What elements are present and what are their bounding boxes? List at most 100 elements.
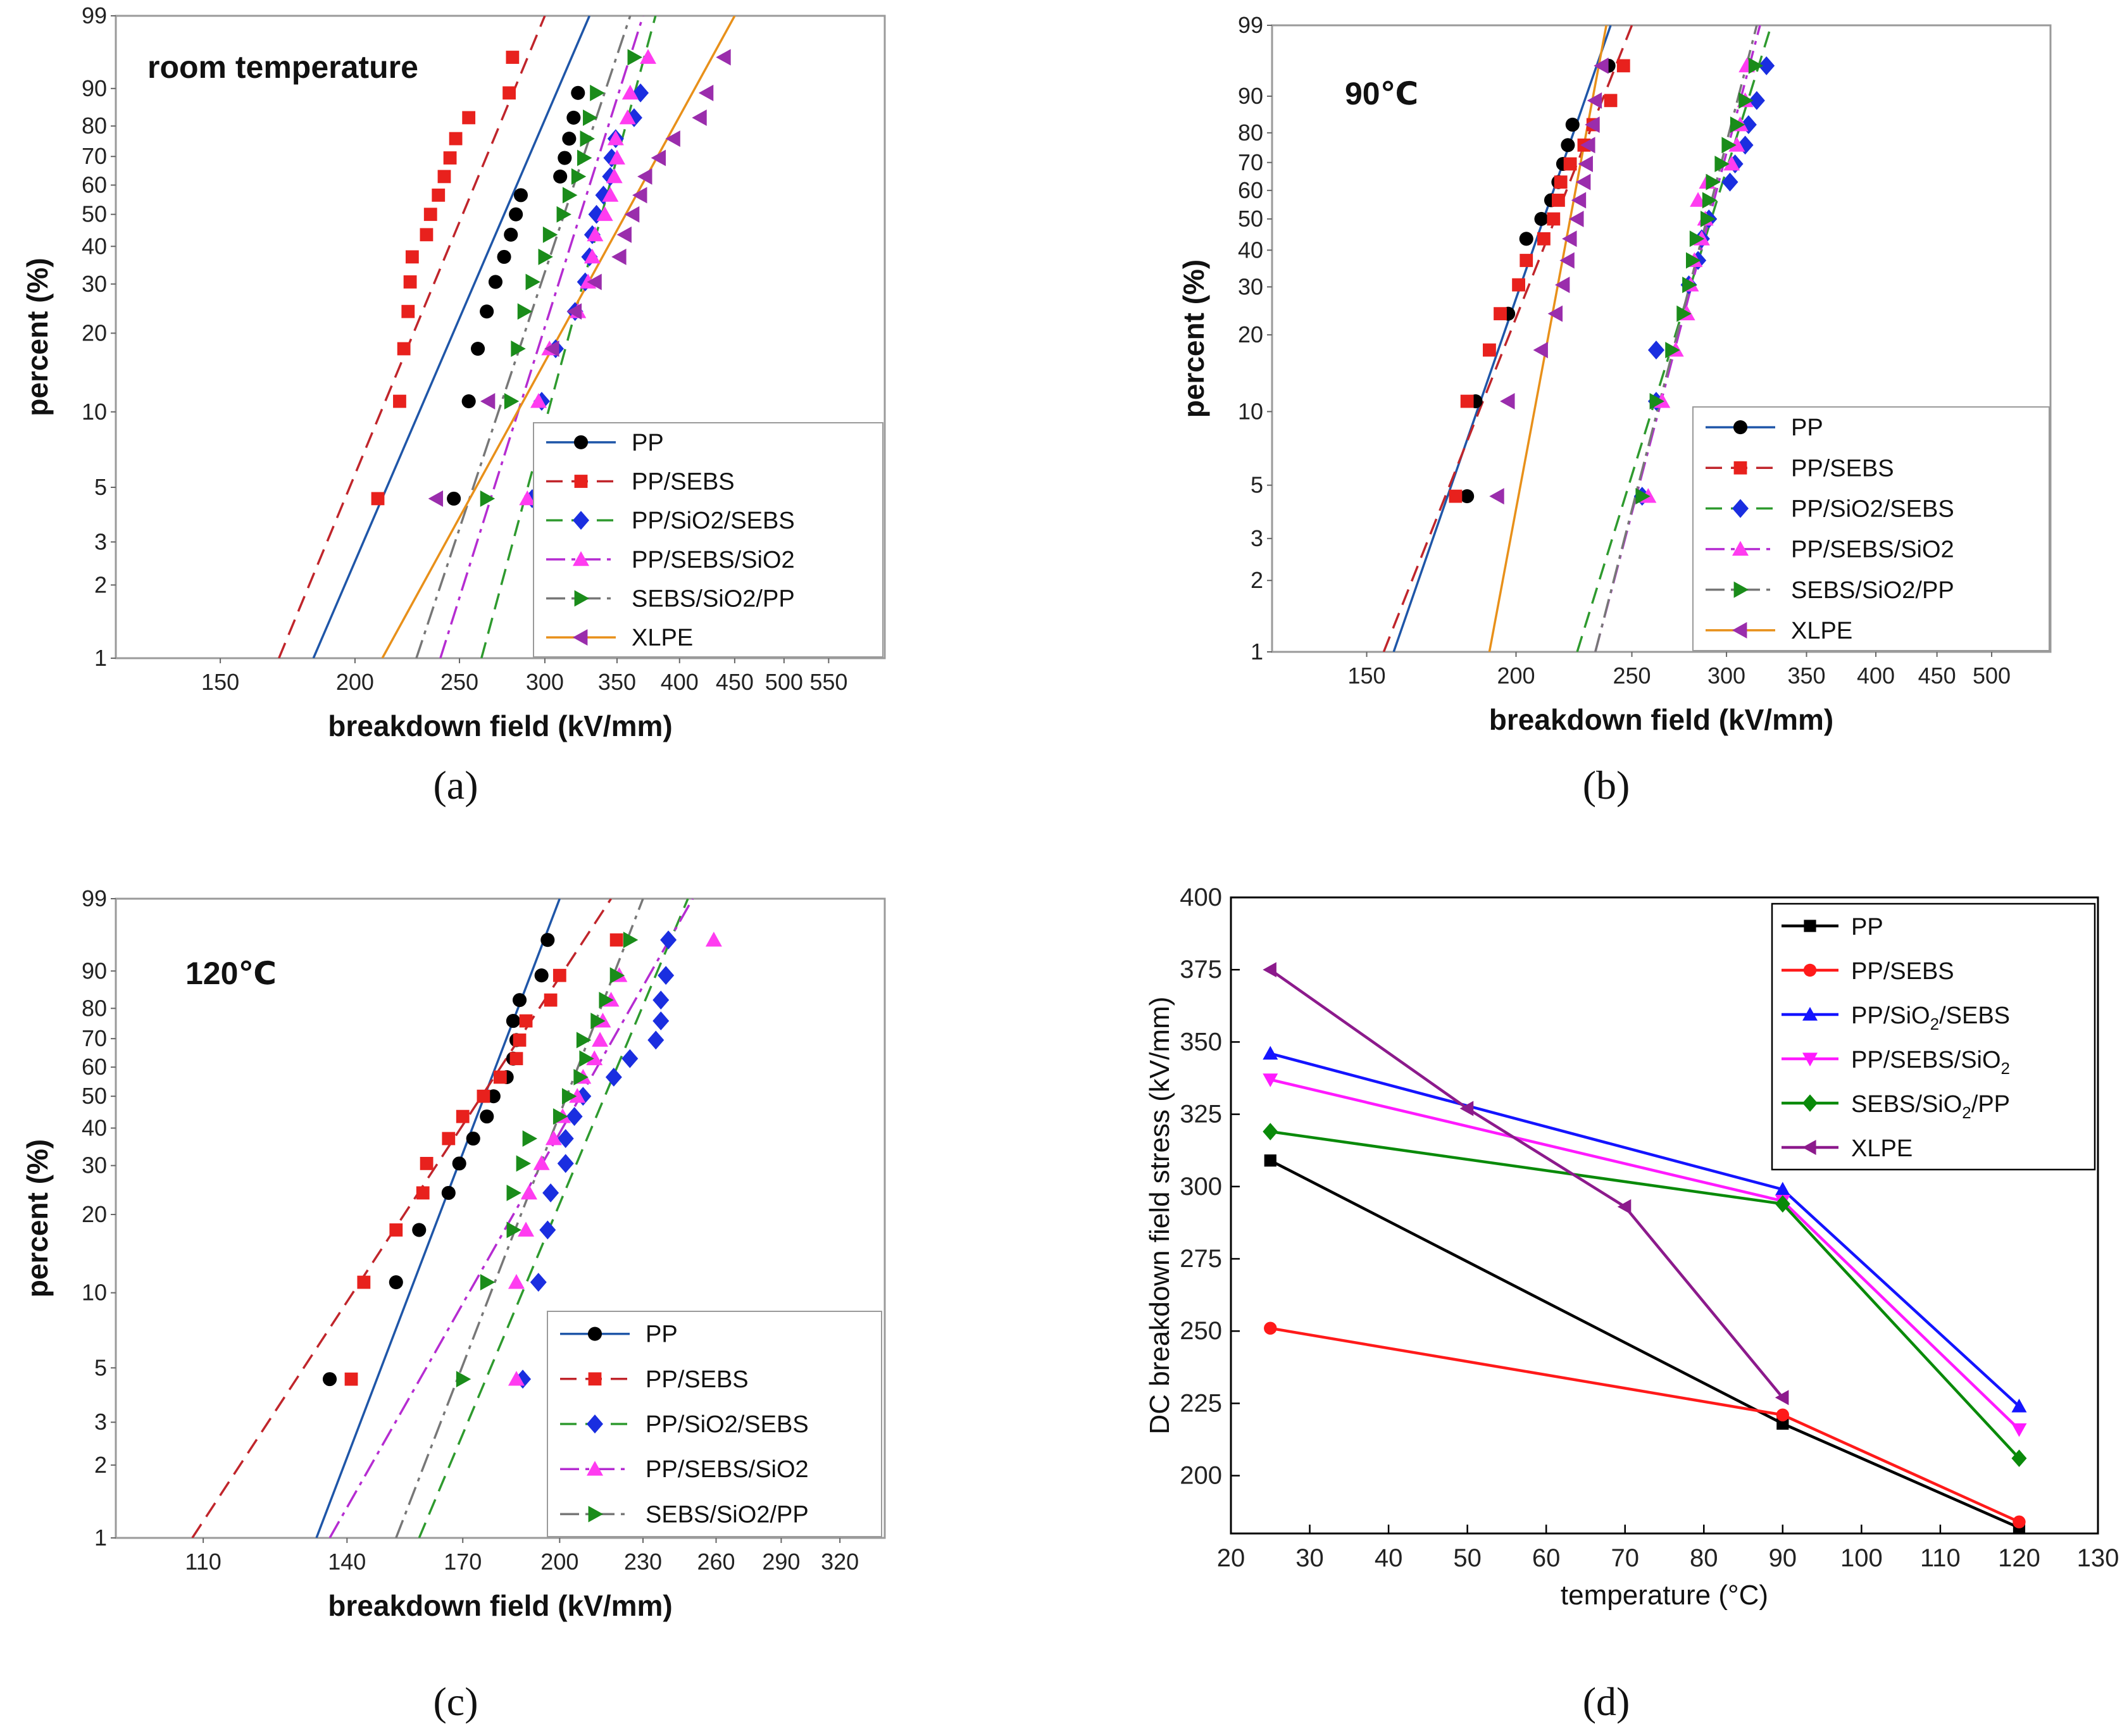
data-point (544, 993, 558, 1007)
y-axis-title: percent (%) (21, 258, 54, 416)
y-tick-label: 90 (82, 75, 107, 101)
x-tick-label: 250 (440, 669, 478, 695)
data-point (405, 250, 419, 264)
legend-label: XLPE (1851, 1135, 1913, 1162)
data-point (587, 226, 604, 242)
y-tick-label: 20 (1238, 322, 1263, 347)
data-point (1776, 1408, 1790, 1421)
y-tick-label: 50 (82, 1083, 107, 1109)
data-point (1264, 1154, 1276, 1167)
data-point (1519, 232, 1533, 246)
x-tick-label: 320 (821, 1549, 859, 1575)
y-tick-label: 70 (1238, 149, 1263, 175)
x-tick-label: 290 (762, 1549, 800, 1575)
data-point (437, 170, 451, 184)
legend-label: PP/SiO2/SEBS (646, 1411, 809, 1438)
data-point (561, 1088, 577, 1105)
legend-box (1771, 902, 2096, 1171)
legend-label: PP (1851, 914, 1883, 940)
x-tick-label: 500 (765, 669, 803, 695)
data-point (488, 275, 503, 289)
data-point (584, 248, 601, 264)
legend-item-xlpe: XLPE (1706, 618, 1852, 644)
data-point (449, 132, 463, 146)
data-point (566, 1107, 583, 1127)
legend-item-pp-sio2-sebs: PP/SiO2/SEBS (546, 508, 795, 534)
data-point (530, 393, 547, 408)
data-point (461, 394, 476, 409)
subfigure-label-b: (b) (1583, 763, 1630, 808)
legend-box (1692, 406, 2050, 651)
legend-label: SEBS/SiO2/PP (632, 586, 795, 613)
legend-label: PP/SEBS/SiO2 (1791, 537, 1954, 563)
data-point (508, 1274, 525, 1289)
x-tick-label: 450 (716, 669, 754, 695)
data-point (1554, 175, 1568, 189)
x-tick-label: 200 (540, 1549, 578, 1575)
data-point (516, 1155, 532, 1172)
data-point (571, 168, 587, 185)
fit-line-pp (312, 16, 591, 658)
legend-label-subscript: 2 (1962, 1103, 1971, 1122)
data-point (586, 1050, 603, 1066)
legend-item-pp-sebs: PP/SEBS (1782, 958, 1954, 985)
data-point (665, 130, 680, 147)
legend-box (533, 422, 883, 658)
legend-marker (587, 1414, 603, 1433)
data-point (1559, 252, 1575, 269)
y-tick-label: 30 (1238, 273, 1263, 299)
legend-label-subscript: 2 (1930, 1015, 1939, 1033)
data-point (1647, 340, 1664, 360)
data-point (542, 226, 558, 243)
data-point (432, 188, 446, 202)
data-point (647, 1030, 665, 1050)
legend-item-pp: PP (560, 1321, 678, 1348)
y-tick-label: 2 (1251, 567, 1263, 593)
data-point (1459, 1101, 1474, 1116)
weibull-plot-120c: 1 2 3 5 10 20 30 40 50 60 70 80 90 99 110 140 170 200 230 2… (21, 885, 886, 1622)
data-point (393, 394, 406, 408)
data-point (1604, 94, 1618, 108)
data-point (506, 51, 520, 64)
legend-marker (1804, 920, 1816, 932)
y-tick-label: 375 (1180, 956, 1222, 984)
data-point (606, 168, 623, 184)
legend-label: PP (632, 430, 664, 456)
data-point (579, 1050, 594, 1067)
legend-item-pp-sio2-sebs: PP/SiO2/SEBS (1706, 496, 1954, 522)
points-pp-sio2-sebs (515, 930, 677, 1389)
fit-line-pp-sebs-sio2 (439, 16, 644, 658)
points-pp-sebs (371, 51, 520, 506)
data-point (1585, 116, 1600, 133)
data-point (428, 490, 444, 507)
y-tick-label: 40 (1238, 237, 1263, 263)
y-tick-label: 3 (1251, 525, 1263, 551)
legend-item-pp: PP (1782, 914, 1883, 940)
fit-line-pp-sio2-sebs (418, 899, 689, 1538)
data-point (1263, 1073, 1278, 1087)
data-point (692, 109, 707, 126)
legend-marker (573, 511, 589, 530)
data-point (1775, 1182, 1790, 1196)
data-point (1617, 1199, 1632, 1215)
data-point (456, 1109, 470, 1123)
data-point (1563, 157, 1577, 171)
data-point (1460, 489, 1475, 504)
data-point (1569, 210, 1584, 227)
legend-marker (1802, 1052, 1818, 1066)
data-point (1264, 1321, 1277, 1335)
y-tick-label: 300 (1180, 1173, 1222, 1201)
data-point (616, 226, 632, 243)
legend-marker (587, 1327, 602, 1341)
x-tick-label: 500 (1973, 663, 2011, 689)
x-tick-label: 350 (598, 669, 636, 695)
legend-item-sebs-sio2-pp: SEBS/SiO2/PP (560, 1501, 809, 1528)
legend-label-subscript: 2 (2001, 1059, 2010, 1078)
data-point (1263, 962, 1276, 978)
data-point (562, 187, 578, 204)
data-point (652, 1011, 670, 1031)
data-point (506, 1014, 520, 1028)
data-point (2011, 1399, 2027, 1413)
panel-title: 90℃ (1345, 76, 1418, 111)
